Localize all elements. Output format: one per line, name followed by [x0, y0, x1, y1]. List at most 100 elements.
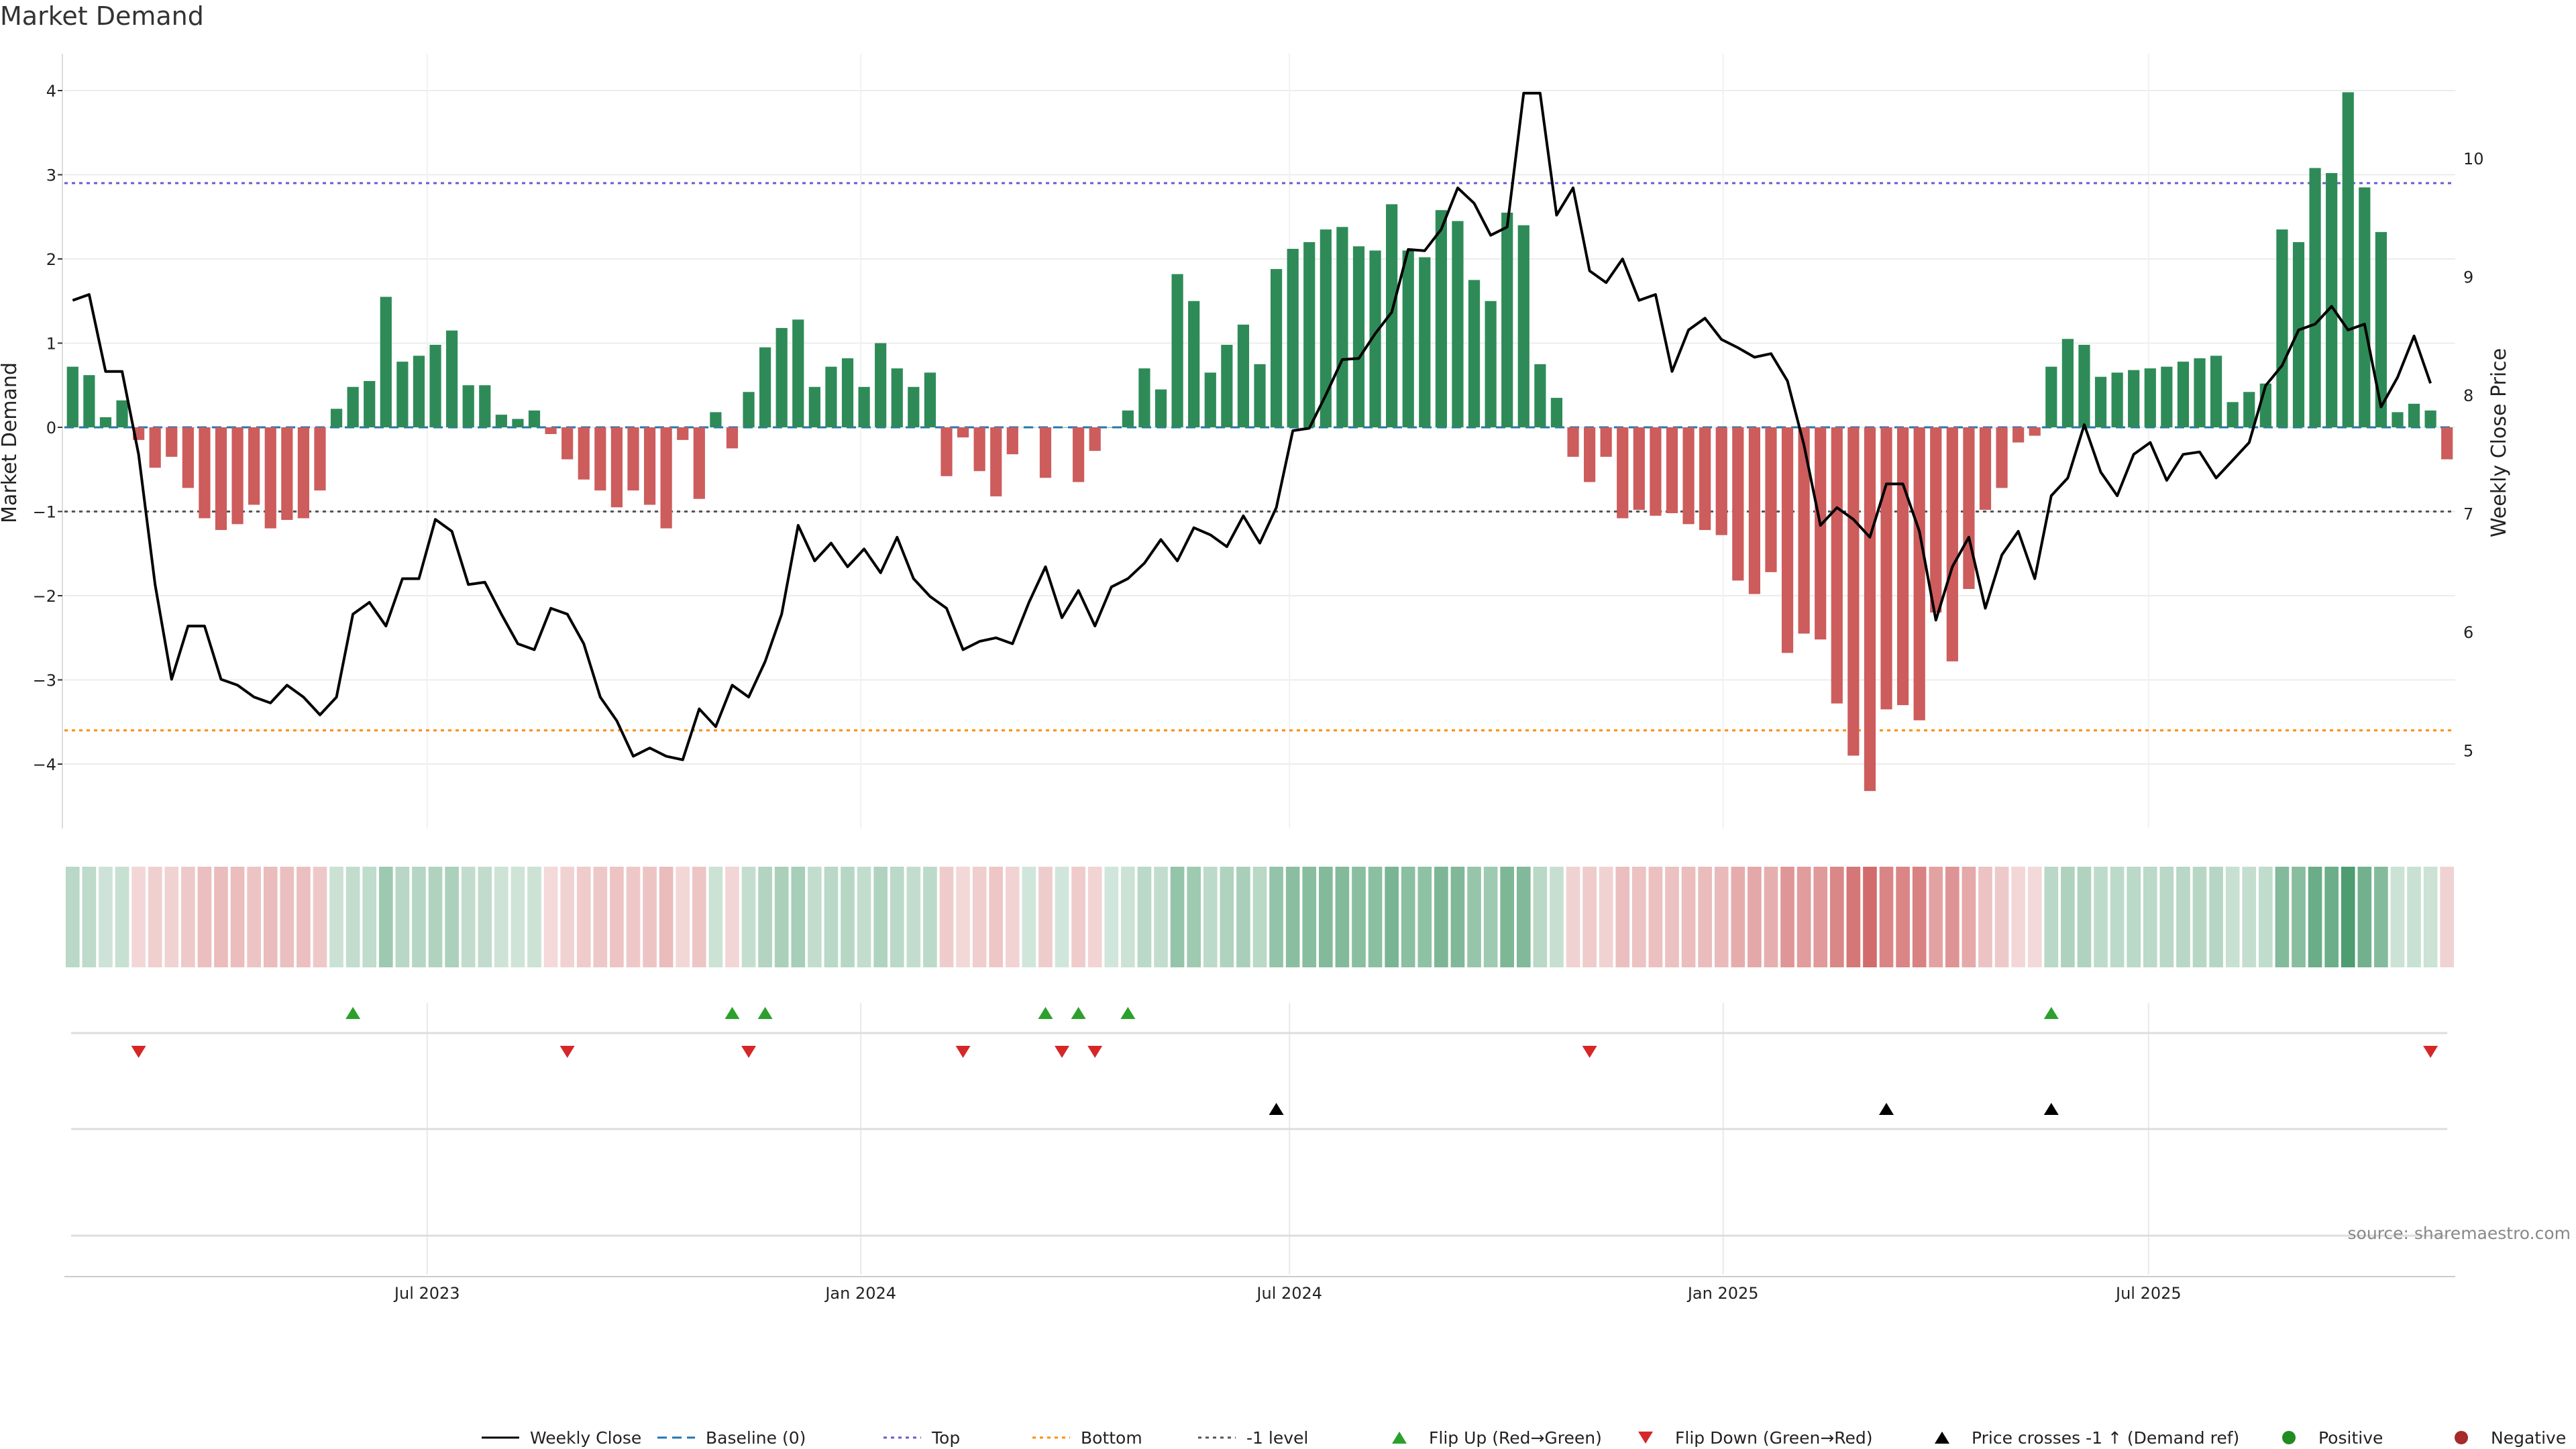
heat-cell [1748, 867, 1762, 967]
heat-cell [1516, 867, 1531, 967]
heat-cell [1896, 867, 1910, 967]
demand-bar [1715, 427, 1727, 535]
legend-label: Negative [2491, 1428, 2566, 1448]
flip-up-marker [1038, 1007, 1053, 1019]
demand-bar [875, 343, 887, 427]
heat-cell [445, 867, 459, 967]
y-tick-label: −1 [33, 503, 56, 522]
demand-bar [281, 427, 293, 521]
heat-cell [1582, 867, 1597, 967]
x-tick-label: Jul 2023 [393, 1284, 460, 1303]
price-line-layer [72, 91, 2432, 761]
x-tick-label: Jul 2025 [2114, 1284, 2182, 1303]
legend-label: Flip Down (Green→Red) [1675, 1428, 1873, 1448]
heat-cell [1269, 867, 1283, 967]
heat-cell [247, 867, 261, 967]
demand-bar [1682, 427, 1695, 525]
weekly-close-line [72, 91, 2432, 761]
heat-cell [1434, 867, 1448, 967]
heat-cell [1121, 867, 1135, 967]
demand-bar [1831, 427, 1843, 704]
demand-bar [841, 358, 854, 427]
heat-cell [2077, 867, 2092, 967]
demand-bar [1864, 427, 1876, 792]
demand-bar [775, 327, 788, 427]
demand-bar [2326, 172, 2338, 427]
demand-bar [1386, 204, 1398, 427]
heat-cell [643, 867, 657, 967]
demand-bar [528, 410, 541, 427]
heat-cell [1665, 867, 1679, 967]
demand-bar [1501, 212, 1513, 427]
demand-bar [1056, 427, 1068, 428]
demand-bar [1896, 427, 1909, 706]
flip-down-marker [559, 1046, 575, 1058]
heat-cell [378, 867, 393, 967]
heat-cell [329, 867, 343, 967]
demand-bar [429, 345, 441, 427]
chart-title: Market Demand [0, 1, 204, 31]
source-note: source: sharemaestro.com [2348, 1224, 2571, 1243]
demand-bar [462, 385, 474, 427]
demand-bar [2292, 241, 2305, 427]
heat-cell [313, 867, 327, 967]
heat-cell [197, 867, 212, 967]
demand-bar [1106, 427, 1118, 428]
demand-bar [1798, 427, 1810, 634]
heat-cell [939, 867, 954, 967]
heat-cell [1087, 867, 1102, 967]
demand-bar [808, 386, 820, 427]
demand-bar [2342, 92, 2354, 427]
demand-bar [364, 380, 376, 427]
heat-cell [2143, 867, 2157, 967]
demand-bar [1352, 246, 1365, 427]
heat-cell [2324, 867, 2339, 967]
y2-tick-label: 7 [2463, 505, 2473, 524]
flip-down-marker [2423, 1046, 2438, 1058]
demand-bar [2243, 392, 2255, 427]
demand-bar [973, 427, 985, 472]
demand-bar [1402, 250, 1414, 427]
flip-up-marker [1120, 1007, 1136, 1019]
demand-bar [2111, 372, 2123, 427]
demand-bar [2375, 231, 2387, 427]
heat-cell [626, 867, 641, 967]
heat-cell [2259, 867, 2273, 967]
demand-bar [83, 375, 95, 427]
heat-cell [1104, 867, 1119, 967]
heat-cell [610, 867, 624, 967]
price-cross-marker [1269, 1103, 1284, 1115]
demand-bar [941, 427, 953, 476]
price-cross-marker [2043, 1103, 2059, 1115]
demand-bar [990, 427, 1002, 496]
heat-cell [708, 867, 723, 967]
heat-cell [115, 867, 129, 967]
y-tick-label: −4 [33, 755, 56, 774]
heat-cell [412, 867, 426, 967]
heat-cell [1698, 867, 1712, 967]
demand-bar [1122, 410, 1134, 427]
legend-label: Bottom [1081, 1428, 1142, 1448]
heat-cell [1846, 867, 1861, 967]
demand-bar [858, 386, 870, 427]
demand-bar [1270, 269, 1283, 427]
signal-markers [71, 1007, 2447, 1237]
demand-bar [1006, 427, 1018, 455]
heat-cell [543, 867, 558, 967]
heat-cell [1550, 867, 1564, 967]
demand-bars [66, 92, 2453, 792]
demand-bar [693, 427, 705, 499]
heat-cell [1500, 867, 1515, 967]
flip-down-marker [741, 1046, 757, 1058]
heat-cell [576, 867, 591, 967]
heat-cell [263, 867, 278, 967]
demand-bar [1600, 427, 1612, 457]
demand-bar [924, 372, 936, 427]
legend-item: Flip Up (Red→Green) [1392, 1428, 1602, 1448]
demand-bar [495, 415, 507, 427]
demand-bar [1650, 427, 1662, 516]
heat-cell [164, 867, 179, 967]
heat-cell [1863, 867, 1877, 967]
heat-cell [1285, 867, 1300, 967]
heat-cell [2390, 867, 2405, 967]
